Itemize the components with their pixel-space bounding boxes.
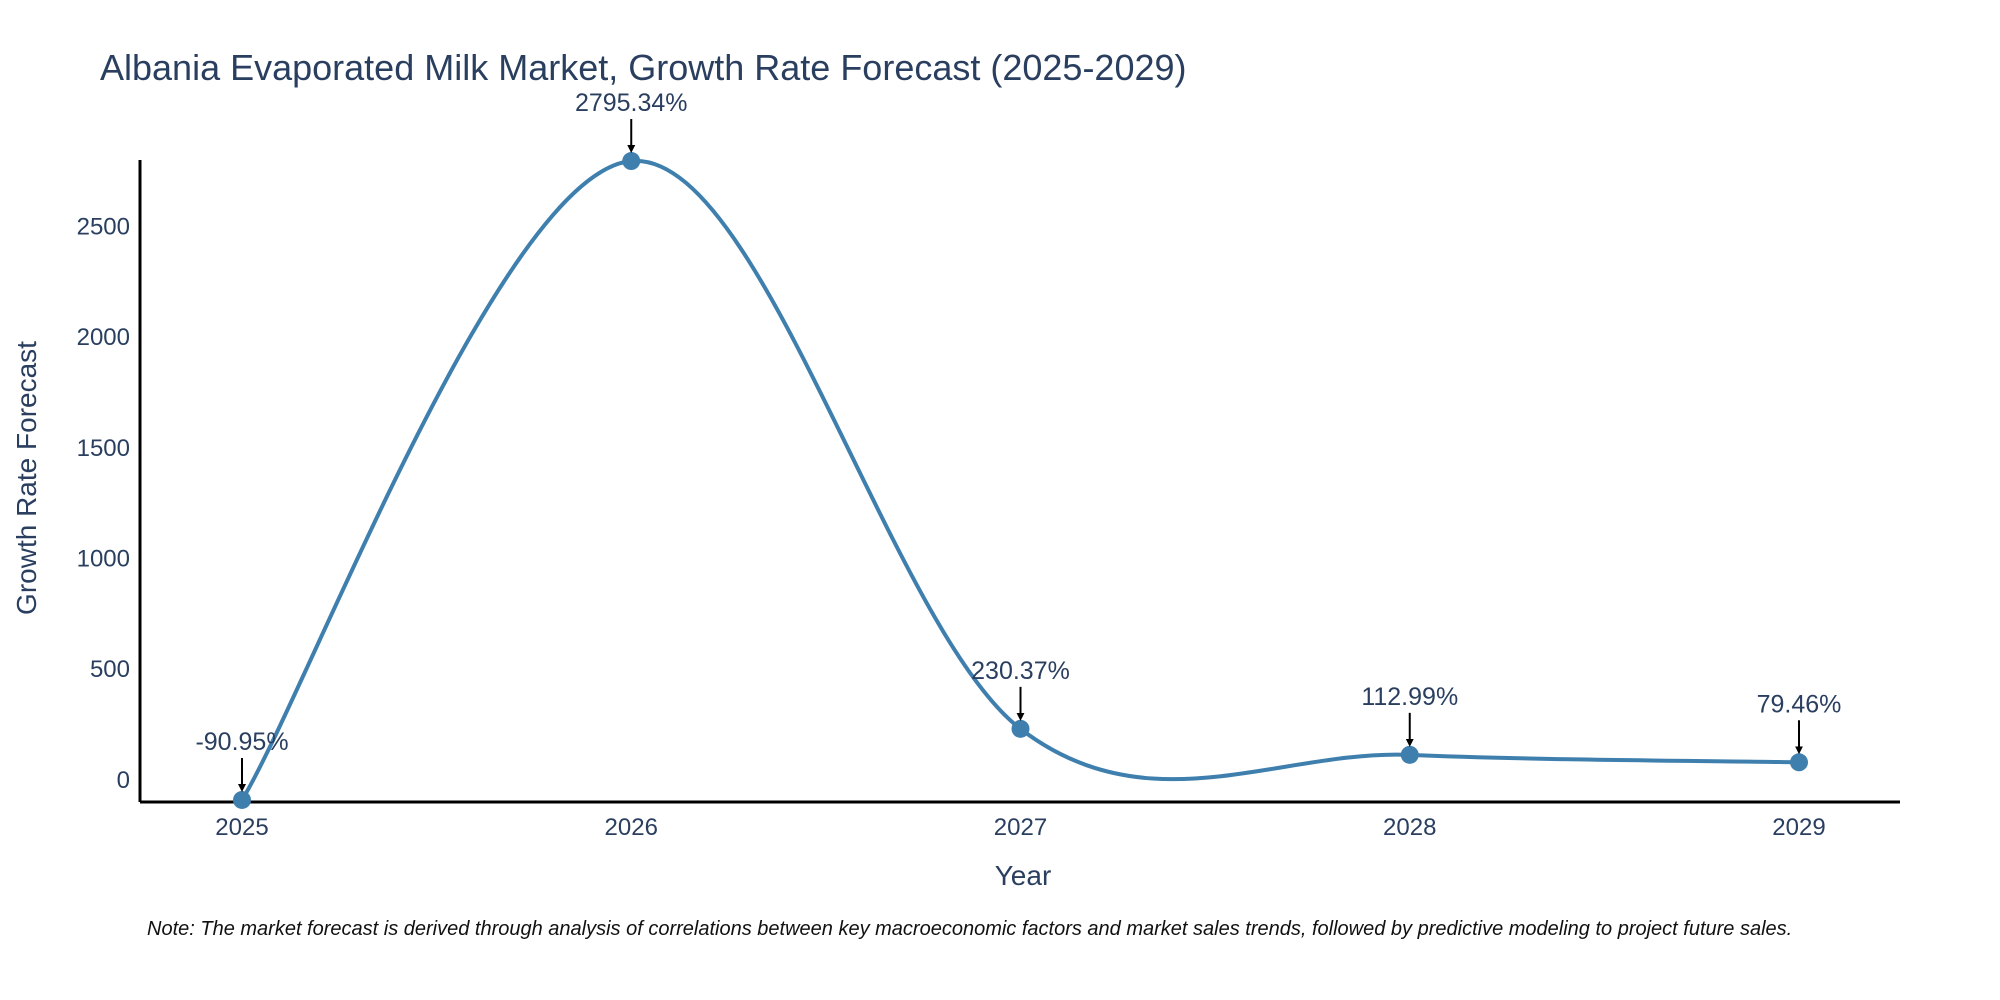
- y-tick-label: 2500: [77, 213, 130, 240]
- footnote: Note: The market forecast is derived thr…: [147, 918, 1793, 940]
- y-axis-ticks: 0 500 1000 1500 2000 2500: [77, 213, 130, 793]
- data-annotations: -90.95% 2795.34% 230.37% 112.99% 79.46%: [195, 89, 1842, 792]
- y-tick-label: 1000: [77, 545, 130, 572]
- x-tick-label: 2028: [1383, 814, 1436, 841]
- data-label: 79.46%: [1757, 690, 1842, 718]
- data-point: [233, 790, 251, 809]
- y-tick-label: 0: [117, 767, 130, 794]
- data-point: [622, 152, 641, 171]
- y-tick-label: 500: [90, 656, 130, 683]
- data-label: 230.37%: [971, 657, 1070, 685]
- data-point: [1790, 753, 1808, 772]
- x-tick-label: 2026: [605, 814, 658, 841]
- chart-title: Albania Evaporated Milk Market, Growth R…: [100, 47, 1187, 88]
- data-label: 2795.34%: [575, 89, 688, 117]
- x-tick-label: 2025: [215, 814, 268, 841]
- data-label: -90.95%: [195, 728, 288, 756]
- x-axis-ticks: 2025 2026 2027 2028 2029: [215, 814, 1825, 841]
- x-tick-label: 2027: [994, 814, 1047, 841]
- y-axis-title: Growth Rate Forecast: [11, 341, 42, 615]
- data-label: 112.99%: [1361, 683, 1458, 711]
- data-point: [1011, 719, 1030, 738]
- y-tick-label: 1500: [77, 435, 130, 462]
- x-axis-title: Year: [995, 860, 1052, 891]
- data-point: [1400, 745, 1419, 764]
- data-markers: [233, 152, 1808, 809]
- y-tick-label: 2000: [77, 324, 130, 351]
- x-tick-label: 2029: [1772, 814, 1825, 841]
- series-line: [240, 158, 1800, 802]
